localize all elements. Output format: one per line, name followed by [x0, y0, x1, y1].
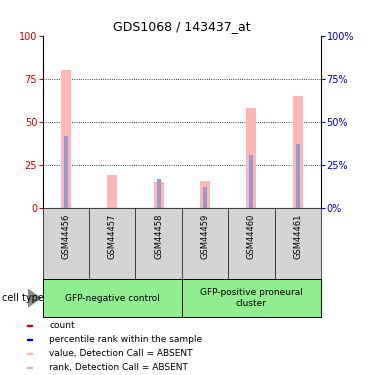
Bar [249, 154, 253, 208]
Title: GDS1068 / 143437_at: GDS1068 / 143437_at [113, 20, 250, 33]
Text: percentile rank within the sample: percentile rank within the sample [49, 335, 203, 344]
Bar [154, 182, 164, 208]
Bar [246, 108, 256, 208]
Bar [157, 179, 161, 208]
Text: GFP-negative control: GFP-negative control [65, 294, 160, 303]
Bar [27, 353, 32, 354]
Text: GSM44460: GSM44460 [247, 214, 256, 259]
Bar [64, 136, 68, 208]
Bar [27, 325, 32, 326]
Text: GFP-positive proneural
cluster: GFP-positive proneural cluster [200, 288, 303, 308]
Text: GSM44459: GSM44459 [200, 214, 210, 259]
Bar [61, 70, 71, 208]
Text: GSM44458: GSM44458 [154, 214, 163, 259]
Polygon shape [28, 288, 42, 308]
Text: GSM44461: GSM44461 [293, 214, 302, 259]
Bar [107, 176, 117, 208]
Bar [200, 180, 210, 208]
Text: GSM44457: GSM44457 [108, 214, 117, 259]
Text: rank, Detection Call = ABSENT: rank, Detection Call = ABSENT [49, 363, 188, 372]
Text: cell type: cell type [2, 293, 44, 303]
Bar [27, 367, 32, 368]
Text: count: count [49, 321, 75, 330]
Bar [27, 339, 32, 340]
Text: GSM44456: GSM44456 [61, 214, 70, 259]
Bar [203, 188, 207, 208]
Bar [293, 96, 303, 208]
Text: value, Detection Call = ABSENT: value, Detection Call = ABSENT [49, 350, 193, 358]
Bar [296, 144, 300, 208]
